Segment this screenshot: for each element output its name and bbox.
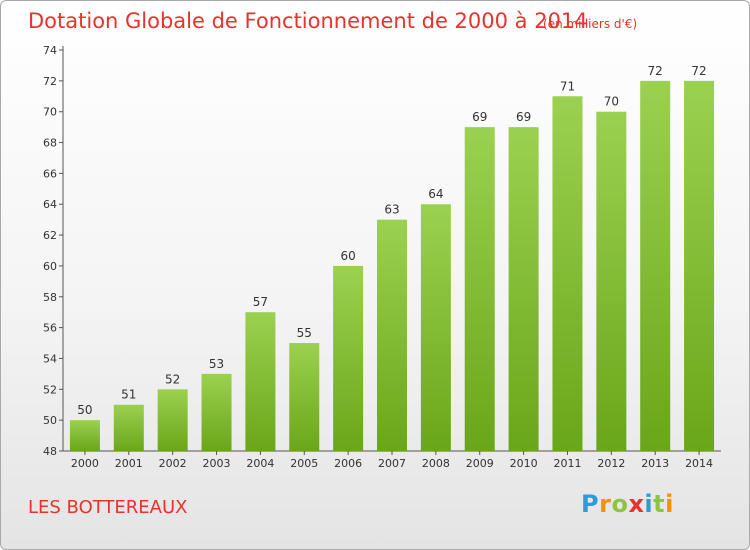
x-tick-label: 2012 [597,457,625,470]
data-label: 70 [604,95,619,109]
y-tick-label: 74 [43,44,57,57]
y-tick-label: 48 [43,445,57,458]
bar [69,420,100,451]
x-tick-label: 2000 [71,457,99,470]
data-label: 52 [165,372,180,386]
bar [684,80,715,451]
data-label: 71 [560,79,575,93]
y-tick-label: 54 [43,352,57,365]
logo-letter: i [644,490,654,518]
x-tick-label: 2013 [641,457,669,470]
x-tick-label: 2010 [510,457,538,470]
y-tick-label: 58 [43,291,57,304]
y-tick-label: 72 [43,75,57,88]
x-tick-label: 2003 [203,457,231,470]
x-tick-label: 2001 [115,457,143,470]
commune-name: LES BOTTEREAUX [28,497,188,518]
chart-title: Dotation Globale de Fonctionnement de 20… [28,9,588,33]
bar [201,373,232,451]
bar [333,265,364,451]
logo-letter: o [611,490,629,518]
y-tick-label: 64 [43,198,57,211]
bar [289,343,320,451]
bar [377,219,407,451]
data-label: 50 [77,403,92,417]
logo-letter: t [653,490,666,518]
data-label: 60 [340,249,355,263]
data-label: 72 [691,64,706,78]
y-tick-label: 52 [43,383,57,396]
data-label: 57 [253,295,268,309]
bar [113,404,144,451]
x-tick-label: 2011 [553,457,581,470]
logo-letter: r [599,490,612,518]
data-label: 63 [384,203,399,217]
bar [552,96,583,452]
x-tick-label: 2008 [422,457,450,470]
y-tick-label: 68 [43,137,57,150]
y-tick-label: 70 [43,106,57,119]
x-tick-label: 2014 [685,457,713,470]
bar [596,111,627,451]
logo-letter: i [665,490,674,518]
x-tick-label: 2002 [159,457,187,470]
x-tick-label: 2004 [246,457,274,470]
x-tick-label: 2005 [290,457,318,470]
data-label: 72 [648,64,663,78]
bar [508,127,539,451]
x-tick-label: 2007 [378,457,406,470]
y-tick-label: 50 [43,414,57,427]
data-label: 51 [121,388,136,402]
proxiti-logo: Proxiti [581,490,674,518]
x-tick-label: 2006 [334,457,362,470]
y-tick-label: 66 [43,167,57,180]
data-label: 64 [428,187,443,201]
logo-letter: P [581,490,600,518]
data-label: 55 [297,326,312,340]
x-tick-label: 2009 [466,457,494,470]
bar [157,389,188,451]
bar [464,127,495,451]
chart-unit: (en milliers d'€) [543,17,638,31]
logo-letter: x [628,490,645,518]
y-tick-label: 62 [43,229,57,242]
bar [640,80,671,451]
data-label: 53 [209,357,224,371]
y-tick-label: 60 [43,260,57,273]
data-label: 69 [516,110,531,124]
bar [420,204,451,451]
bar [245,312,276,451]
data-label: 69 [472,110,487,124]
y-tick-label: 56 [43,322,57,335]
